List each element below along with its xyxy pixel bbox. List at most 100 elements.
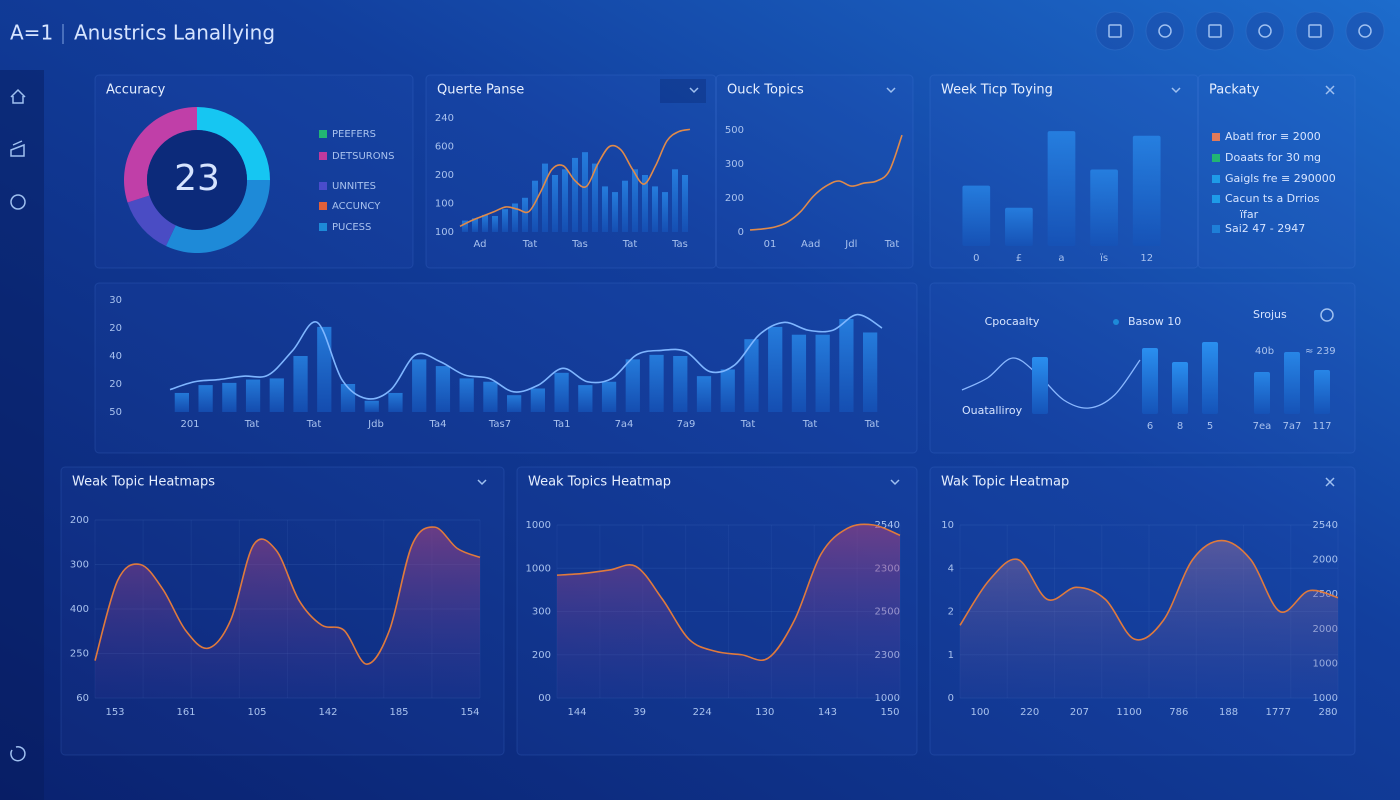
y-axis-label: 200 bbox=[435, 170, 454, 181]
x-axis-label: 8 bbox=[1177, 421, 1183, 432]
x-axis-label: Tas7 bbox=[488, 419, 511, 430]
y-axis-label: 240 bbox=[435, 113, 454, 124]
layers-icon[interactable] bbox=[10, 140, 25, 157]
close-button[interactable] bbox=[1325, 477, 1335, 487]
line bbox=[749, 134, 903, 231]
y-axis-label: 10 bbox=[941, 520, 954, 531]
bar bbox=[625, 359, 640, 412]
x-axis-label: Tat bbox=[622, 239, 638, 250]
bar bbox=[720, 369, 735, 412]
legend-label: Abatl fror ≡ 2000 bbox=[1225, 130, 1321, 143]
bar bbox=[863, 332, 878, 412]
x-axis-label: 143 bbox=[818, 707, 837, 718]
y-axis-label: 60 bbox=[76, 693, 89, 704]
y-axis-label: 400 bbox=[70, 604, 89, 615]
bar bbox=[1172, 362, 1188, 414]
bar bbox=[222, 382, 237, 412]
donut-segment bbox=[127, 195, 176, 247]
menu-chevron[interactable] bbox=[689, 87, 699, 94]
menu-chevron[interactable] bbox=[890, 479, 900, 486]
x-axis-label: Tat bbox=[864, 419, 880, 430]
bar bbox=[768, 326, 783, 412]
bar bbox=[245, 379, 261, 412]
x-axis-label: 0 bbox=[973, 253, 979, 264]
panel-title: Week Ticp Toying bbox=[941, 83, 1053, 98]
bar bbox=[602, 186, 608, 232]
y2-axis-label: 2540 bbox=[1313, 520, 1338, 531]
bar bbox=[572, 157, 578, 232]
bar bbox=[1005, 207, 1033, 246]
x-axis-label: Ta1 bbox=[553, 419, 571, 430]
bar bbox=[1254, 372, 1270, 414]
bar bbox=[622, 180, 628, 232]
panel-title: Packaty bbox=[1209, 83, 1260, 98]
menu-chevron[interactable] bbox=[886, 87, 896, 94]
info-icon[interactable] bbox=[1320, 308, 1334, 322]
legend-label: Cacun ts a Drrios bbox=[1225, 192, 1320, 205]
x-axis-label: 1777 bbox=[1266, 707, 1291, 718]
bar bbox=[562, 169, 568, 232]
header-button[interactable] bbox=[1145, 11, 1185, 51]
donut-center: 23 bbox=[174, 158, 220, 199]
legend-swatch bbox=[319, 182, 327, 190]
refresh-icon[interactable] bbox=[10, 745, 26, 762]
chart-title: Cpocaalty bbox=[985, 315, 1040, 328]
header-button[interactable] bbox=[1345, 11, 1385, 51]
bar bbox=[542, 163, 548, 232]
menu-chevron[interactable] bbox=[1171, 87, 1181, 94]
y-axis-label: 300 bbox=[532, 607, 551, 618]
bar bbox=[744, 339, 759, 412]
header-button[interactable] bbox=[1195, 11, 1235, 51]
bar bbox=[791, 334, 807, 412]
x-axis-label: Tas bbox=[671, 239, 688, 250]
chart-title: Srojus bbox=[1253, 308, 1287, 321]
header-icons[interactable] bbox=[1095, 11, 1385, 51]
bar bbox=[578, 385, 593, 412]
bar bbox=[582, 152, 588, 232]
y-axis-label: 30 bbox=[109, 295, 122, 306]
bar bbox=[962, 185, 991, 246]
header-glyph bbox=[1358, 24, 1372, 38]
header-glyph bbox=[1158, 24, 1172, 38]
menu-box bbox=[660, 79, 706, 103]
y2-axis-label: 1000 bbox=[875, 693, 900, 704]
x-axis-label: Tat bbox=[740, 419, 756, 430]
menu-chevron[interactable] bbox=[477, 479, 487, 486]
x-axis-label: 207 bbox=[1070, 707, 1089, 718]
legend-swatch bbox=[319, 202, 327, 210]
bar bbox=[1202, 342, 1218, 414]
header-button[interactable] bbox=[1295, 11, 1335, 51]
bar bbox=[198, 385, 213, 412]
bar bbox=[592, 163, 598, 232]
header-button[interactable] bbox=[1245, 11, 1285, 51]
x-axis-label: 100 bbox=[970, 707, 989, 718]
bar bbox=[522, 197, 528, 232]
legend-dot bbox=[1113, 319, 1119, 325]
legend-swatch bbox=[319, 223, 327, 231]
bar bbox=[1132, 135, 1161, 246]
bar bbox=[317, 326, 332, 412]
home-icon[interactable] bbox=[10, 88, 26, 104]
x-axis-label: 105 bbox=[247, 707, 266, 718]
bar bbox=[472, 218, 478, 232]
header-glyph bbox=[1108, 24, 1122, 38]
legend-swatch bbox=[1212, 154, 1220, 162]
x-axis-label: 201 bbox=[180, 419, 199, 430]
settings-icon[interactable] bbox=[10, 194, 26, 210]
x-axis-label: 1100 bbox=[1116, 707, 1141, 718]
x-axis-label: 161 bbox=[176, 707, 195, 718]
axis-label: Ouatalliroy bbox=[962, 404, 1023, 417]
x-axis-label: 150 bbox=[880, 707, 899, 718]
y-axis-label: 200 bbox=[532, 650, 551, 661]
y2-axis-label: 1000 bbox=[1313, 693, 1338, 704]
legend-label: UNNITES bbox=[332, 181, 376, 192]
x-axis-label: 7a4 bbox=[615, 419, 634, 430]
x-axis-label: Tas bbox=[571, 239, 588, 250]
line bbox=[94, 526, 481, 665]
close-button[interactable] bbox=[1325, 85, 1335, 95]
header-button[interactable] bbox=[1095, 11, 1135, 51]
x-axis-label: 786 bbox=[1169, 707, 1188, 718]
sidebar-icons[interactable] bbox=[10, 88, 26, 762]
bar bbox=[696, 376, 712, 412]
